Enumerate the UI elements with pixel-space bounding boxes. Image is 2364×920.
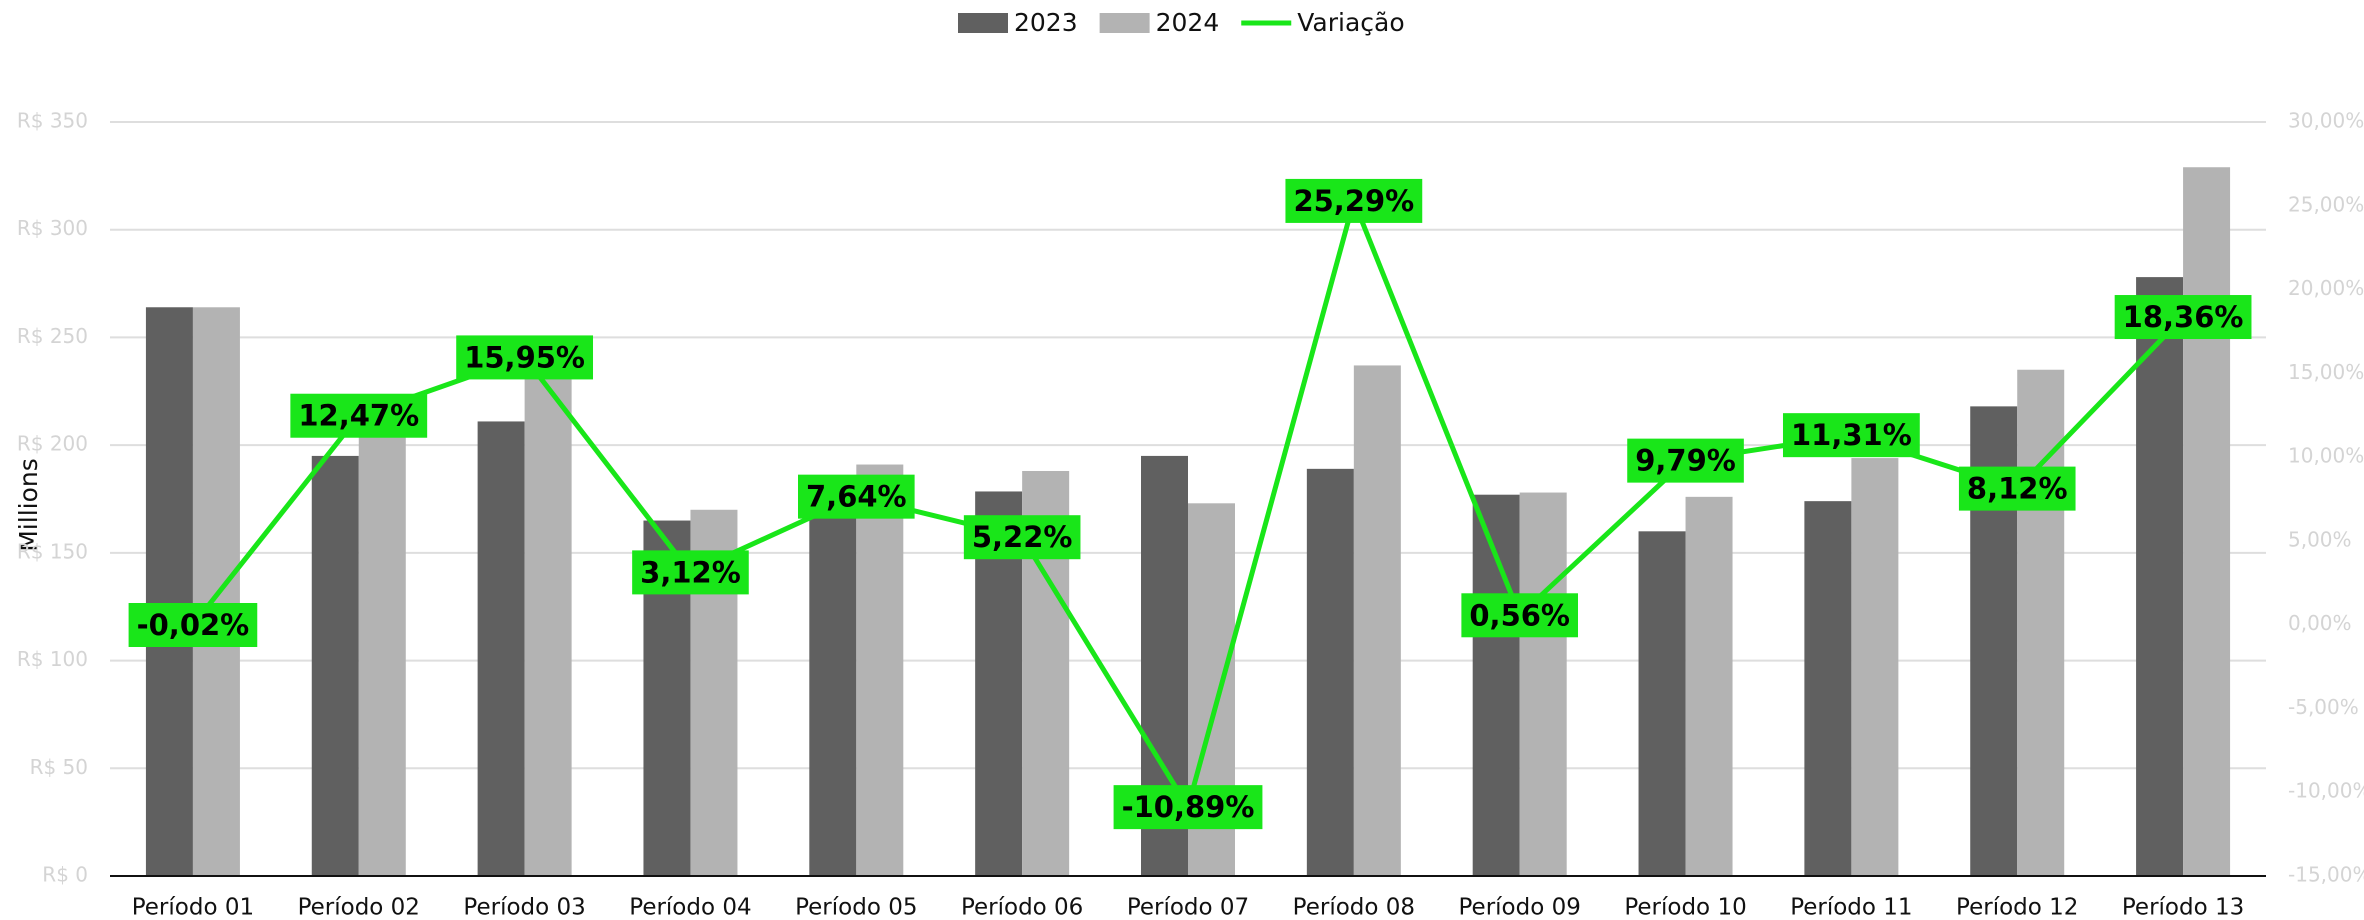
x-tick-label: Período 02 xyxy=(298,895,420,920)
bar xyxy=(2136,277,2184,876)
bar xyxy=(1638,531,1686,876)
bar xyxy=(311,455,359,876)
y2-tick-label: -5,00% xyxy=(2288,695,2359,719)
data-label-box xyxy=(1461,593,1578,638)
legend-label: Variação xyxy=(1297,8,1404,37)
bar xyxy=(1851,458,1899,876)
bar xyxy=(2017,369,2065,876)
legend-label: 2024 xyxy=(1156,8,1220,37)
legend-swatch xyxy=(958,13,1008,33)
data-label: 7,64% xyxy=(798,474,915,519)
data-label-box xyxy=(128,603,258,648)
x-tick-label: Período 12 xyxy=(1956,895,2078,920)
y-tick-label: R$ 300 xyxy=(17,216,88,240)
bar xyxy=(1306,468,1354,876)
y-tick-label: R$ 150 xyxy=(17,539,88,563)
bar xyxy=(809,492,857,876)
data-label-box xyxy=(798,474,915,519)
bar xyxy=(2183,167,2231,877)
y-tick-label: R$ 250 xyxy=(17,324,88,348)
y2-tick-label: 0,00% xyxy=(2288,611,2352,635)
data-label-box xyxy=(290,393,428,438)
data-label-text: 8,12% xyxy=(1967,472,2068,506)
data-label-box xyxy=(963,515,1081,560)
y2-tick-label: 25,00% xyxy=(2288,192,2364,216)
y2-tick-label: 20,00% xyxy=(2288,276,2364,300)
x-tick-label: Período 10 xyxy=(1624,895,1746,920)
data-label-box xyxy=(1782,413,1920,458)
data-label-text: 18,36% xyxy=(2123,300,2244,334)
bar xyxy=(477,421,525,876)
x-tick-label: Período 13 xyxy=(2122,895,2244,920)
x-tick-label: Período 03 xyxy=(463,895,585,920)
bar xyxy=(524,348,572,876)
bar xyxy=(1353,365,1401,876)
legend-label: 2023 xyxy=(1014,8,1078,37)
bar xyxy=(145,307,193,877)
data-label-box xyxy=(632,550,749,595)
y-tick-label: R$ 200 xyxy=(17,432,88,456)
data-label: 0,56% xyxy=(1461,593,1578,638)
x-tick-label: Período 04 xyxy=(629,895,751,920)
bar xyxy=(1804,501,1852,876)
data-label-text: 11,31% xyxy=(1791,418,1912,452)
y-tick-label: R$ 100 xyxy=(17,647,88,671)
y-axis-label: Millions xyxy=(14,458,43,552)
y2-tick-label: 5,00% xyxy=(2288,527,2352,551)
x-tick-label: Período 06 xyxy=(961,895,1083,920)
data-label: 12,47% xyxy=(290,393,428,438)
y2-tick-label: -15,00% xyxy=(2288,863,2364,887)
x-tick-label: Período 05 xyxy=(795,895,917,920)
data-label: 18,36% xyxy=(2114,295,2252,340)
y-tick-label: R$ 50 xyxy=(30,755,88,779)
x-tick-label: Período 08 xyxy=(1293,895,1415,920)
data-label-text: 25,29% xyxy=(1293,184,1414,218)
bar xyxy=(358,404,406,876)
y2-tick-label: -10,00% xyxy=(2288,779,2364,803)
data-label-text: 12,47% xyxy=(298,399,419,433)
y2-tick-label: 30,00% xyxy=(2288,109,2364,133)
y-tick-label: R$ 350 xyxy=(17,109,88,133)
y2-tick-label: 10,00% xyxy=(2288,444,2364,468)
x-tick-label: Período 01 xyxy=(132,895,254,920)
data-label-box xyxy=(1285,178,1423,223)
data-label: 8,12% xyxy=(1958,466,2076,511)
y-tick-label: R$ 0 xyxy=(42,863,88,887)
x-tick-label: Período 09 xyxy=(1459,895,1581,920)
data-label: 5,22% xyxy=(963,515,1081,560)
x-tick-label: Período 07 xyxy=(1127,895,1249,920)
data-label: 3,12% xyxy=(632,550,749,595)
data-label-text: 5,22% xyxy=(972,520,1073,554)
data-label: -10,89% xyxy=(1113,785,1263,830)
data-label: 11,31% xyxy=(1782,413,1920,458)
data-label-text: 0,56% xyxy=(1469,598,1570,632)
data-label-text: 15,95% xyxy=(464,340,585,374)
data-label-box xyxy=(1113,785,1263,830)
data-label-text: 7,64% xyxy=(806,480,907,514)
data-label-box xyxy=(456,335,594,380)
y2-tick-label: 15,00% xyxy=(2288,360,2364,384)
data-label-text: -10,89% xyxy=(1122,790,1255,824)
data-label: 15,95% xyxy=(456,335,594,380)
data-label: 9,79% xyxy=(1627,438,1744,483)
x-tick-label: Período 11 xyxy=(1790,895,1912,920)
data-label-box xyxy=(2114,295,2252,340)
data-label: -0,02% xyxy=(128,603,258,648)
data-label: 25,29% xyxy=(1285,178,1423,223)
data-label-box xyxy=(1627,438,1744,483)
data-label-text: 3,12% xyxy=(640,555,741,589)
bar xyxy=(1685,496,1733,876)
bar xyxy=(856,464,904,876)
data-label-text: 9,79% xyxy=(1635,444,1736,478)
bar xyxy=(1519,492,1567,876)
data-label-box xyxy=(1958,466,2076,511)
data-label-text: -0,02% xyxy=(137,608,250,642)
legend-swatch xyxy=(1099,13,1150,33)
